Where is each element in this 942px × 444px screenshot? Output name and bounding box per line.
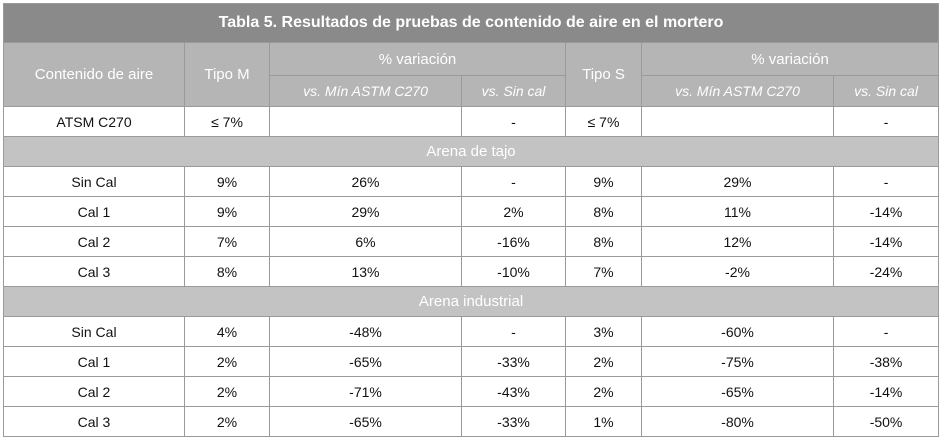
table-cell: -48% (269, 316, 462, 347)
table-cell: -71% (269, 376, 462, 407)
table-cell: 2% (461, 196, 566, 227)
table-row: Cal 1 9% 29% 2% 8% 11% -14% (3, 196, 940, 227)
table-cell: 11% (641, 196, 834, 227)
table-cell: 7% (565, 256, 642, 287)
table-cell: 9% (184, 196, 270, 227)
table-cell: 1% (565, 406, 642, 437)
table-cell: -65% (269, 406, 462, 437)
air-content-table: Tabla 5. Resultados de pruebas de conten… (2, 3, 940, 437)
table-cell: Cal 1 (3, 196, 185, 227)
table-cell: 9% (184, 166, 270, 197)
table-row: Cal 2 2% -71% -43% 2% -65% -14% (3, 376, 940, 407)
table-cell: Cal 1 (3, 346, 185, 377)
table-cell: - (461, 106, 566, 137)
table-row: Cal 1 2% -65% -33% 2% -75% -38% (3, 346, 940, 377)
header-variacion-m: % variación (269, 42, 566, 76)
table-cell: - (832, 106, 940, 137)
table-cell: -80% (641, 406, 834, 437)
table-cell: -14% (832, 376, 940, 407)
table-cell: Cal 3 (3, 406, 185, 437)
section-header-arena-de-tajo: Arena de tajo (2, 136, 940, 167)
table-cell: 26% (269, 166, 462, 197)
table-cell: - (461, 316, 566, 347)
table-cell: Cal 2 (3, 226, 185, 257)
table-cell: -10% (461, 256, 566, 287)
table-cell: -33% (461, 346, 566, 377)
table-cell: Cal 2 (3, 376, 185, 407)
table-cell: - (832, 316, 940, 347)
table-cell: 13% (269, 256, 462, 287)
table-cell: -2% (641, 256, 834, 287)
table-cell: - (461, 166, 566, 197)
table-row: Cal 3 2% -65% -33% 1% -80% -50% (3, 406, 940, 437)
header-tipo-m: Tipo M (184, 42, 270, 107)
table-cell: 2% (565, 376, 642, 407)
table-cell: -65% (269, 346, 462, 377)
table-cell: Cal 3 (3, 256, 185, 287)
table-cell: 2% (184, 406, 270, 437)
table-cell: 8% (184, 256, 270, 287)
table-cell: 8% (565, 226, 642, 257)
table-cell: -38% (832, 346, 940, 377)
table-row-astm: ATSM C270 ≤ 7% - ≤ 7% - (3, 106, 940, 137)
table-cell: -50% (832, 406, 940, 437)
table-cell: -16% (461, 226, 566, 257)
table-cell: 6% (269, 226, 462, 257)
results-table-container: Tabla 5. Resultados de pruebas de conten… (2, 3, 940, 437)
table-cell: - (832, 166, 940, 197)
table-cell: 2% (184, 376, 270, 407)
table-cell: 2% (565, 346, 642, 377)
table-cell: Sin Cal (3, 166, 185, 197)
table-cell: 4% (184, 316, 270, 347)
table-body: ATSM C270 ≤ 7% - ≤ 7% - Arena de tajo Si… (2, 106, 940, 437)
table-cell: -24% (832, 256, 940, 287)
table-cell: 29% (641, 166, 834, 197)
table-cell: 8% (565, 196, 642, 227)
section-header-arena-industrial: Arena industrial (2, 286, 940, 317)
table-title: Tabla 5. Resultados de pruebas de conten… (2, 3, 940, 43)
table-cell: Sin Cal (3, 316, 185, 347)
table-cell: ≤ 7% (565, 106, 642, 137)
table-row: Cal 2 7% 6% -16% 8% 12% -14% (3, 226, 940, 257)
table-row: Sin Cal 4% -48% - 3% -60% - (3, 316, 940, 347)
table-cell (641, 106, 834, 137)
table-cell: 3% (565, 316, 642, 347)
table-cell: 2% (184, 346, 270, 377)
table-cell: -14% (832, 226, 940, 257)
table-row: Sin Cal 9% 26% - 9% 29% - (3, 166, 940, 197)
table-cell: 7% (184, 226, 270, 257)
table-cell: -65% (641, 376, 834, 407)
table-cell: ≤ 7% (184, 106, 270, 137)
subheader-min-astm-m: vs. Mín ASTM C270 (269, 75, 462, 107)
table-cell: -60% (641, 316, 834, 347)
table-cell: 29% (269, 196, 462, 227)
table-cell: 12% (641, 226, 834, 257)
table-cell: -43% (461, 376, 566, 407)
header-variacion-s: % variación (640, 42, 940, 76)
table-cell: -33% (461, 406, 566, 437)
header-contenido-de-aire: Contenido de aire (3, 42, 185, 107)
table-cell: 9% (565, 166, 642, 197)
subheader-sin-cal-m: vs. Sin cal (461, 75, 566, 107)
table-cell: -14% (832, 196, 940, 227)
table-row: Cal 3 8% 13% -10% 7% -2% -24% (3, 256, 940, 287)
subheader-sin-cal-s: vs. Sin cal (832, 75, 940, 107)
header-tipo-s: Tipo S (565, 42, 642, 107)
table-cell: ATSM C270 (3, 106, 185, 137)
subheader-min-astm-s: vs. Mín ASTM C270 (641, 75, 834, 107)
table-cell (269, 106, 462, 137)
table-cell: -75% (641, 346, 834, 377)
